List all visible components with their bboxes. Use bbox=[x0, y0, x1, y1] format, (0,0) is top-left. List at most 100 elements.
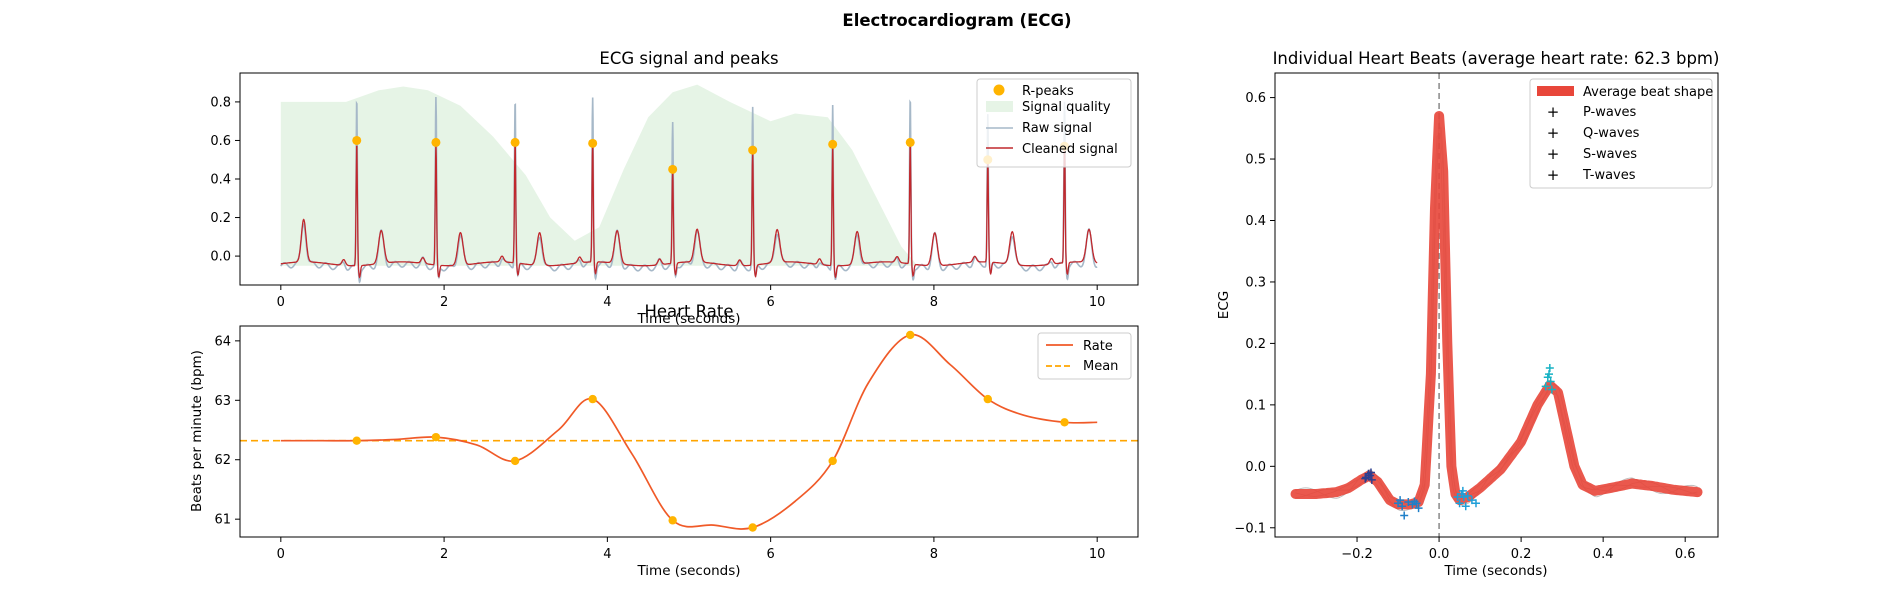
legend-q-waves-marker: + bbox=[1547, 124, 1560, 142]
t-wave-marker bbox=[1541, 382, 1550, 391]
raw-signal-line bbox=[280, 96, 1098, 284]
s-wave-marker bbox=[1463, 491, 1472, 500]
x-tick-label: 2 bbox=[440, 547, 448, 562]
heart-rate-y-ticks: 61 62 63 64 bbox=[214, 334, 240, 528]
y-tick-label: 63 bbox=[214, 394, 231, 409]
cleaned-signal-line bbox=[280, 141, 1098, 279]
heart-rate-y-label: Beats per minute (bpm) bbox=[189, 350, 205, 512]
figure-title: Electrocardiogram (ECG) bbox=[842, 11, 1071, 30]
r-peak-point bbox=[588, 138, 598, 148]
ecg-signal-plot-area bbox=[280, 84, 1098, 284]
ecg-signal-legend-box bbox=[976, 78, 1132, 168]
legend-s-waves-marker: + bbox=[1547, 145, 1560, 163]
x-tick-label: 0 bbox=[277, 547, 285, 562]
ecg-signal-x-label: Time (seconds) bbox=[636, 311, 740, 327]
heart-beats-panel: Individual Heart Beats (average heart ra… bbox=[1216, 49, 1719, 579]
legend-p-waves-label: P-waves bbox=[1583, 105, 1637, 120]
heart-rate-x-label: Time (seconds) bbox=[636, 563, 740, 579]
t-wave-marker bbox=[1547, 385, 1556, 394]
x-tick-label: 0 bbox=[277, 295, 285, 310]
y-tick-label: 0.6 bbox=[210, 134, 231, 149]
heart-beats-y-label: ECG bbox=[1216, 291, 1232, 319]
rate-line bbox=[280, 334, 1098, 530]
x-tick-label: 6 bbox=[766, 547, 774, 562]
legend-r-peaks-label: R-peaks bbox=[1022, 84, 1074, 99]
s-wave-marker bbox=[1458, 486, 1467, 495]
q-wave-marker bbox=[1414, 504, 1423, 513]
heart-rate-x-ticks: 0 2 4 6 8 10 bbox=[277, 537, 1106, 562]
ecg-signal-panel: ECG signal and peaks 0 2 4 6 8 10 0.00.20.40.… bbox=[210, 49, 1139, 327]
heart-rate-title: Heart Rate bbox=[644, 302, 733, 321]
y-tick-label: 0.0 bbox=[210, 250, 231, 265]
s-wave-marker bbox=[1455, 499, 1464, 508]
legend-signal-quality-label: Signal quality bbox=[1022, 100, 1111, 115]
x-tick-label: 6 bbox=[766, 295, 774, 310]
rate-peak-point bbox=[588, 394, 597, 404]
r-peak-point bbox=[828, 139, 838, 149]
legend-r-peaks-marker bbox=[993, 84, 1005, 96]
legend-t-waves-label: T-waves bbox=[1582, 168, 1636, 183]
r-peak-point bbox=[431, 137, 441, 147]
x-tick-label: −0.2 bbox=[1341, 547, 1373, 562]
y-tick-label: 0.0 bbox=[1245, 460, 1266, 475]
x-tick-label: 4 bbox=[603, 295, 611, 310]
legend-t-waves-marker: + bbox=[1547, 166, 1560, 184]
heart-rate-axes-frame bbox=[239, 325, 1139, 538]
heart-rate-plot-area bbox=[240, 330, 1138, 532]
heart-rate-panel: Heart Rate 0 2 4 6 8 10 61 62 63 64 Time (second… bbox=[189, 302, 1139, 579]
x-tick-label: 0.2 bbox=[1511, 547, 1532, 562]
heart-beats-x-label: Time (seconds) bbox=[1443, 563, 1547, 579]
q-wave-marker bbox=[1398, 502, 1407, 511]
rate-peak-point bbox=[668, 516, 677, 525]
p-wave-marker bbox=[1361, 474, 1370, 483]
q-wave-marker bbox=[1400, 511, 1409, 520]
x-tick-label: 10 bbox=[1089, 547, 1106, 562]
y-tick-label: 0.4 bbox=[210, 173, 231, 188]
x-tick-label: 10 bbox=[1089, 295, 1106, 310]
heart-beats-x-ticks: −0.2 0.0 0.2 0.4 0.6 bbox=[1341, 537, 1696, 562]
y-tick-label: 0.3 bbox=[1245, 275, 1266, 290]
y-tick-label: 64 bbox=[214, 334, 231, 349]
ecg-signal-legend: R-peaks Signal quality Raw signal Cleane… bbox=[976, 78, 1132, 168]
x-tick-label: 0.4 bbox=[1593, 547, 1614, 562]
y-tick-label: 0.1 bbox=[1245, 398, 1266, 413]
x-tick-label: 0.6 bbox=[1675, 547, 1696, 562]
p-wave-marker bbox=[1366, 468, 1375, 477]
rate-peak-point bbox=[906, 330, 915, 340]
legend-q-waves-label: Q-waves bbox=[1583, 126, 1640, 141]
t-wave-marker bbox=[1545, 363, 1554, 372]
x-tick-label: 2 bbox=[440, 295, 448, 310]
s-wave-marker bbox=[1461, 502, 1470, 511]
y-tick-label: −0.1 bbox=[1234, 521, 1266, 536]
rate-peak-point bbox=[748, 523, 757, 532]
q-wave-marker bbox=[1410, 497, 1419, 506]
legend-cleaned-signal-label: Cleaned signal bbox=[1022, 142, 1118, 157]
legend-average-beat-label: Average beat shape bbox=[1583, 85, 1713, 100]
y-tick-label: 62 bbox=[214, 453, 231, 468]
legend-p-waves-marker: + bbox=[1547, 103, 1560, 121]
rate-peak-point bbox=[352, 436, 361, 445]
heart-beats-y-ticks: −0.1 0.0 0.1 0.2 0.3 0.4 0.5 0.6 bbox=[1234, 91, 1275, 536]
p-wave-marker bbox=[1367, 475, 1376, 484]
legend-signal-quality-swatch bbox=[986, 101, 1013, 112]
r-peak-point bbox=[905, 137, 915, 147]
legend-mean-label: Mean bbox=[1083, 359, 1118, 374]
ecg-signal-y-ticks: 0.0 0.2 0.4 0.6 0.8 bbox=[210, 95, 240, 265]
y-tick-label: 0.2 bbox=[1245, 337, 1266, 352]
heart-beats-axes-frame bbox=[1274, 72, 1719, 538]
s-wave-marker bbox=[1459, 493, 1468, 502]
legend-raw-signal-label: Raw signal bbox=[1022, 121, 1092, 136]
individual-beat-line bbox=[1295, 133, 1698, 505]
y-tick-label: 0.6 bbox=[1245, 91, 1266, 106]
heart-beats-title: Individual Heart Beats (average heart ra… bbox=[1273, 49, 1720, 68]
signal-quality-area bbox=[280, 84, 1098, 266]
y-tick-label: 0.5 bbox=[1245, 153, 1266, 168]
r-peak-point bbox=[668, 164, 678, 174]
heart-rate-legend: Rate Mean bbox=[1037, 332, 1132, 380]
ecg-signal-title: ECG signal and peaks bbox=[599, 49, 778, 68]
heart-beats-plot-area bbox=[1290, 73, 1703, 537]
s-wave-marker bbox=[1471, 499, 1480, 508]
rate-peak-point bbox=[828, 456, 837, 466]
x-tick-label: 4 bbox=[603, 547, 611, 562]
